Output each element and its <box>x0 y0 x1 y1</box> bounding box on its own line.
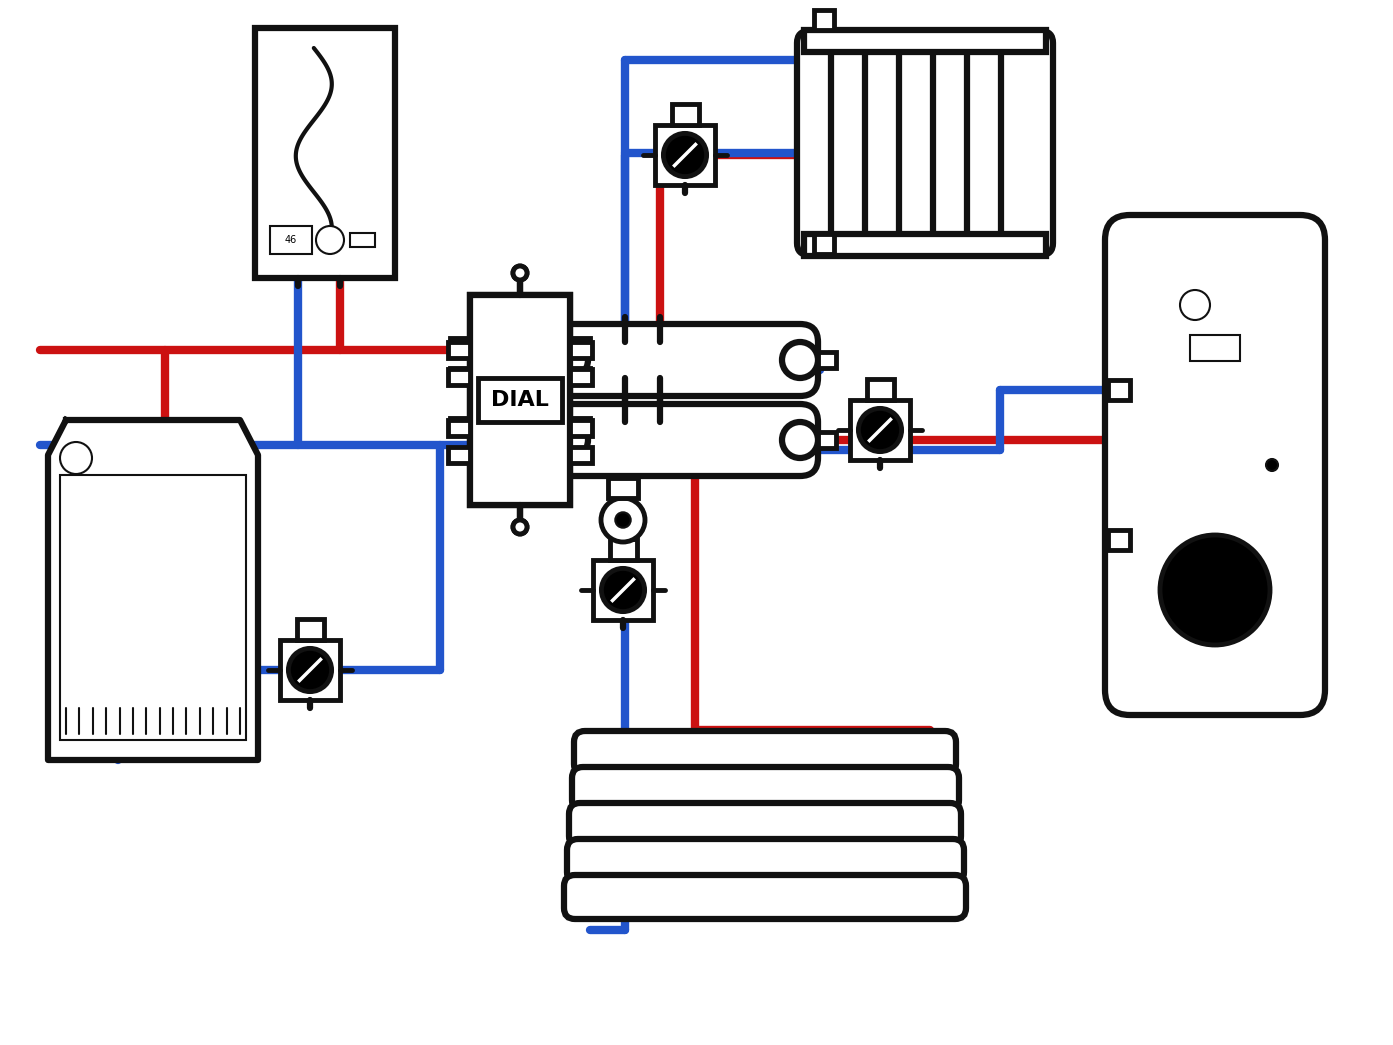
FancyBboxPatch shape <box>671 104 698 125</box>
FancyBboxPatch shape <box>570 368 591 382</box>
FancyBboxPatch shape <box>568 803 961 847</box>
FancyBboxPatch shape <box>1105 215 1325 715</box>
Circle shape <box>600 498 645 542</box>
FancyBboxPatch shape <box>593 560 653 620</box>
FancyBboxPatch shape <box>610 539 637 560</box>
FancyBboxPatch shape <box>1002 31 1053 255</box>
FancyBboxPatch shape <box>1107 380 1130 400</box>
FancyBboxPatch shape <box>898 31 951 255</box>
Circle shape <box>513 266 527 280</box>
FancyBboxPatch shape <box>469 295 570 505</box>
FancyBboxPatch shape <box>449 369 469 385</box>
FancyBboxPatch shape <box>350 233 375 247</box>
Circle shape <box>781 342 818 378</box>
FancyBboxPatch shape <box>797 31 848 255</box>
FancyBboxPatch shape <box>1107 530 1130 550</box>
Circle shape <box>316 226 344 254</box>
FancyBboxPatch shape <box>1190 335 1240 361</box>
FancyBboxPatch shape <box>570 342 592 358</box>
FancyBboxPatch shape <box>850 400 910 460</box>
Circle shape <box>663 134 706 177</box>
Circle shape <box>616 512 631 528</box>
FancyBboxPatch shape <box>570 418 591 432</box>
FancyBboxPatch shape <box>449 420 469 436</box>
Text: DIAL: DIAL <box>492 390 549 410</box>
Circle shape <box>781 422 818 458</box>
FancyBboxPatch shape <box>570 420 592 436</box>
FancyBboxPatch shape <box>814 234 834 254</box>
FancyBboxPatch shape <box>297 619 323 640</box>
FancyBboxPatch shape <box>607 479 638 498</box>
FancyBboxPatch shape <box>60 475 247 740</box>
Circle shape <box>858 409 901 451</box>
FancyBboxPatch shape <box>450 338 469 352</box>
FancyBboxPatch shape <box>574 732 956 775</box>
Circle shape <box>513 266 527 280</box>
Circle shape <box>60 442 92 474</box>
FancyBboxPatch shape <box>804 30 1046 52</box>
FancyBboxPatch shape <box>570 369 592 385</box>
Circle shape <box>602 568 645 611</box>
FancyBboxPatch shape <box>255 28 396 278</box>
FancyBboxPatch shape <box>814 10 834 30</box>
Circle shape <box>1160 535 1270 645</box>
Circle shape <box>513 520 527 534</box>
FancyBboxPatch shape <box>818 352 836 368</box>
Circle shape <box>552 342 588 378</box>
Circle shape <box>513 520 527 534</box>
FancyBboxPatch shape <box>449 447 469 463</box>
FancyBboxPatch shape <box>270 226 312 254</box>
FancyBboxPatch shape <box>573 767 958 811</box>
FancyBboxPatch shape <box>655 125 715 185</box>
FancyBboxPatch shape <box>478 380 561 420</box>
FancyBboxPatch shape <box>450 448 469 462</box>
Text: 46: 46 <box>286 235 297 245</box>
FancyBboxPatch shape <box>567 839 964 883</box>
FancyBboxPatch shape <box>478 378 561 422</box>
FancyBboxPatch shape <box>570 338 591 352</box>
Circle shape <box>288 648 332 692</box>
FancyBboxPatch shape <box>469 295 570 505</box>
Text: DIAL: DIAL <box>492 390 549 410</box>
FancyBboxPatch shape <box>450 368 469 382</box>
Polygon shape <box>47 420 258 760</box>
FancyBboxPatch shape <box>552 324 818 396</box>
FancyBboxPatch shape <box>570 447 592 463</box>
FancyBboxPatch shape <box>967 31 1020 255</box>
Circle shape <box>1180 291 1211 320</box>
Circle shape <box>1266 459 1277 471</box>
FancyBboxPatch shape <box>450 418 469 432</box>
FancyBboxPatch shape <box>564 875 965 919</box>
FancyBboxPatch shape <box>552 404 818 477</box>
FancyBboxPatch shape <box>570 448 591 462</box>
FancyBboxPatch shape <box>866 379 893 400</box>
FancyBboxPatch shape <box>804 234 1046 256</box>
Circle shape <box>552 422 588 458</box>
FancyBboxPatch shape <box>449 342 469 358</box>
FancyBboxPatch shape <box>865 31 917 255</box>
FancyBboxPatch shape <box>280 640 340 700</box>
FancyBboxPatch shape <box>832 31 883 255</box>
FancyBboxPatch shape <box>933 31 985 255</box>
FancyBboxPatch shape <box>818 432 836 448</box>
